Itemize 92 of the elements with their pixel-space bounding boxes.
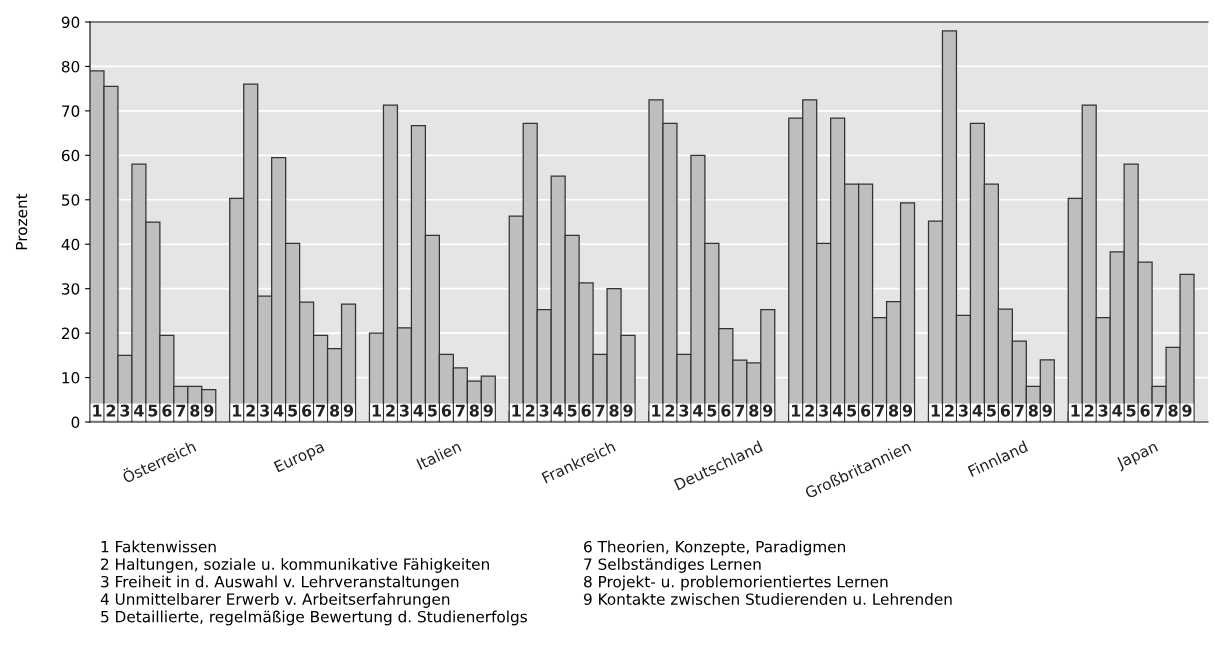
text: 4 xyxy=(413,404,424,417)
series-label: 2 xyxy=(525,404,535,417)
text: 9 xyxy=(623,404,633,417)
text: 6 xyxy=(721,404,731,417)
text: 2 xyxy=(1084,404,1094,417)
text: 3 Freiheit in d. Auswahl v. Lehrveranstaltungen xyxy=(101,575,459,591)
text: 4 xyxy=(273,404,284,417)
text: 8 xyxy=(329,404,340,417)
text: 7 Selbständiges Lernen xyxy=(584,558,761,573)
y-tick-label: 70 xyxy=(62,105,80,117)
text: 6 xyxy=(581,404,591,417)
text: 1 xyxy=(93,404,102,417)
text: 6 xyxy=(861,404,871,417)
text: 4 xyxy=(832,404,843,417)
text: 9 xyxy=(902,404,913,417)
series-label: 1 xyxy=(512,404,521,417)
text: 5 xyxy=(987,404,996,417)
series-label: 8 xyxy=(190,404,200,417)
text: 4 Unmittelbarer Erwerb v. Arbeitserfahrungen xyxy=(100,593,450,608)
text: 1 xyxy=(232,404,242,417)
y-tick-label: 80 xyxy=(61,60,80,73)
text: 6 xyxy=(162,404,172,417)
y-tick-label: 20 xyxy=(61,327,80,340)
text: 3 xyxy=(260,404,269,417)
text: 9 Kontakte zwischen Studierenden u. Lehrenden xyxy=(583,593,952,605)
series-label: 5 xyxy=(567,404,577,417)
text: 3 xyxy=(399,404,409,417)
text: 5 xyxy=(1126,404,1136,417)
text: 8 xyxy=(609,404,619,417)
text: 9 xyxy=(1182,404,1192,417)
series-label: 9 xyxy=(204,404,214,417)
text: 4 xyxy=(693,404,703,417)
text: 7 xyxy=(316,404,325,417)
text: 1 xyxy=(652,404,661,417)
text: 2 xyxy=(665,404,675,417)
text: 1 xyxy=(372,404,381,417)
text: 1 xyxy=(791,404,801,417)
y-axis-title: Prozent xyxy=(15,193,28,250)
text: 8 xyxy=(749,404,759,417)
text: 8 xyxy=(1028,404,1038,417)
text: 7 xyxy=(735,404,745,417)
text: 8 xyxy=(1168,404,1178,417)
text: 2 xyxy=(945,404,954,417)
text: 2 xyxy=(246,404,255,417)
y-tick-label: 50 xyxy=(62,194,80,206)
text: 6 xyxy=(302,404,312,417)
y-tick-label: 30 xyxy=(62,283,80,295)
text: 3 xyxy=(819,404,828,417)
text: 9 xyxy=(1042,404,1052,417)
text: 9 xyxy=(483,404,493,417)
text: 5 xyxy=(428,404,437,417)
text: 3 xyxy=(958,404,968,417)
text: 8 Projekt- u. problemorientiertes Lernen xyxy=(584,575,888,591)
text: 9 xyxy=(763,404,773,417)
series-label: 3 xyxy=(120,404,130,417)
text: 6 xyxy=(441,404,452,417)
series-label: 6 xyxy=(1140,404,1150,417)
text: 7 xyxy=(455,404,465,417)
text: 2 Haltungen, soziale u. kommunikative Fähigkeiten xyxy=(101,558,489,573)
y-tick-label: 40 xyxy=(61,238,80,251)
text: 2 xyxy=(106,404,116,417)
text: 9 xyxy=(343,404,354,417)
text: 4 xyxy=(134,404,144,417)
text: 5 xyxy=(707,404,717,417)
text: 5 xyxy=(148,404,158,417)
text: 3 xyxy=(1098,404,1108,417)
text: 3 xyxy=(679,404,689,417)
text: 7 xyxy=(1014,404,1024,417)
text: 1 xyxy=(1071,404,1080,417)
text: 1 xyxy=(931,404,940,417)
text: 1 Faktenwissen xyxy=(101,540,216,553)
text: 4 xyxy=(972,404,983,417)
text: 6 xyxy=(1000,404,1011,417)
text: 8 xyxy=(888,404,899,417)
y-tick-label: 10 xyxy=(62,372,80,384)
text: 5 xyxy=(288,404,298,417)
text: 3 xyxy=(539,404,549,417)
y-tick-label: 60 xyxy=(61,149,80,162)
text: 7 xyxy=(1154,404,1164,417)
text: 5 Detaillierte, regelmäßige Bewertung d. Studienerfolgs xyxy=(101,610,527,626)
text: 4 xyxy=(553,404,563,417)
y-tick-label: 90 xyxy=(61,16,80,29)
text: 2 xyxy=(386,404,395,417)
text: 8 xyxy=(469,404,479,417)
text: 5 xyxy=(847,404,857,417)
text: 2 xyxy=(805,404,814,417)
text: 6 Theorien, Konzepte, Paradigmen xyxy=(584,540,845,556)
text: 7 xyxy=(875,404,884,417)
series-label: 7 xyxy=(176,404,186,417)
series-label: 4 xyxy=(1112,404,1122,417)
y-tick-label: 0 xyxy=(71,416,80,429)
text: 7 xyxy=(595,404,605,417)
